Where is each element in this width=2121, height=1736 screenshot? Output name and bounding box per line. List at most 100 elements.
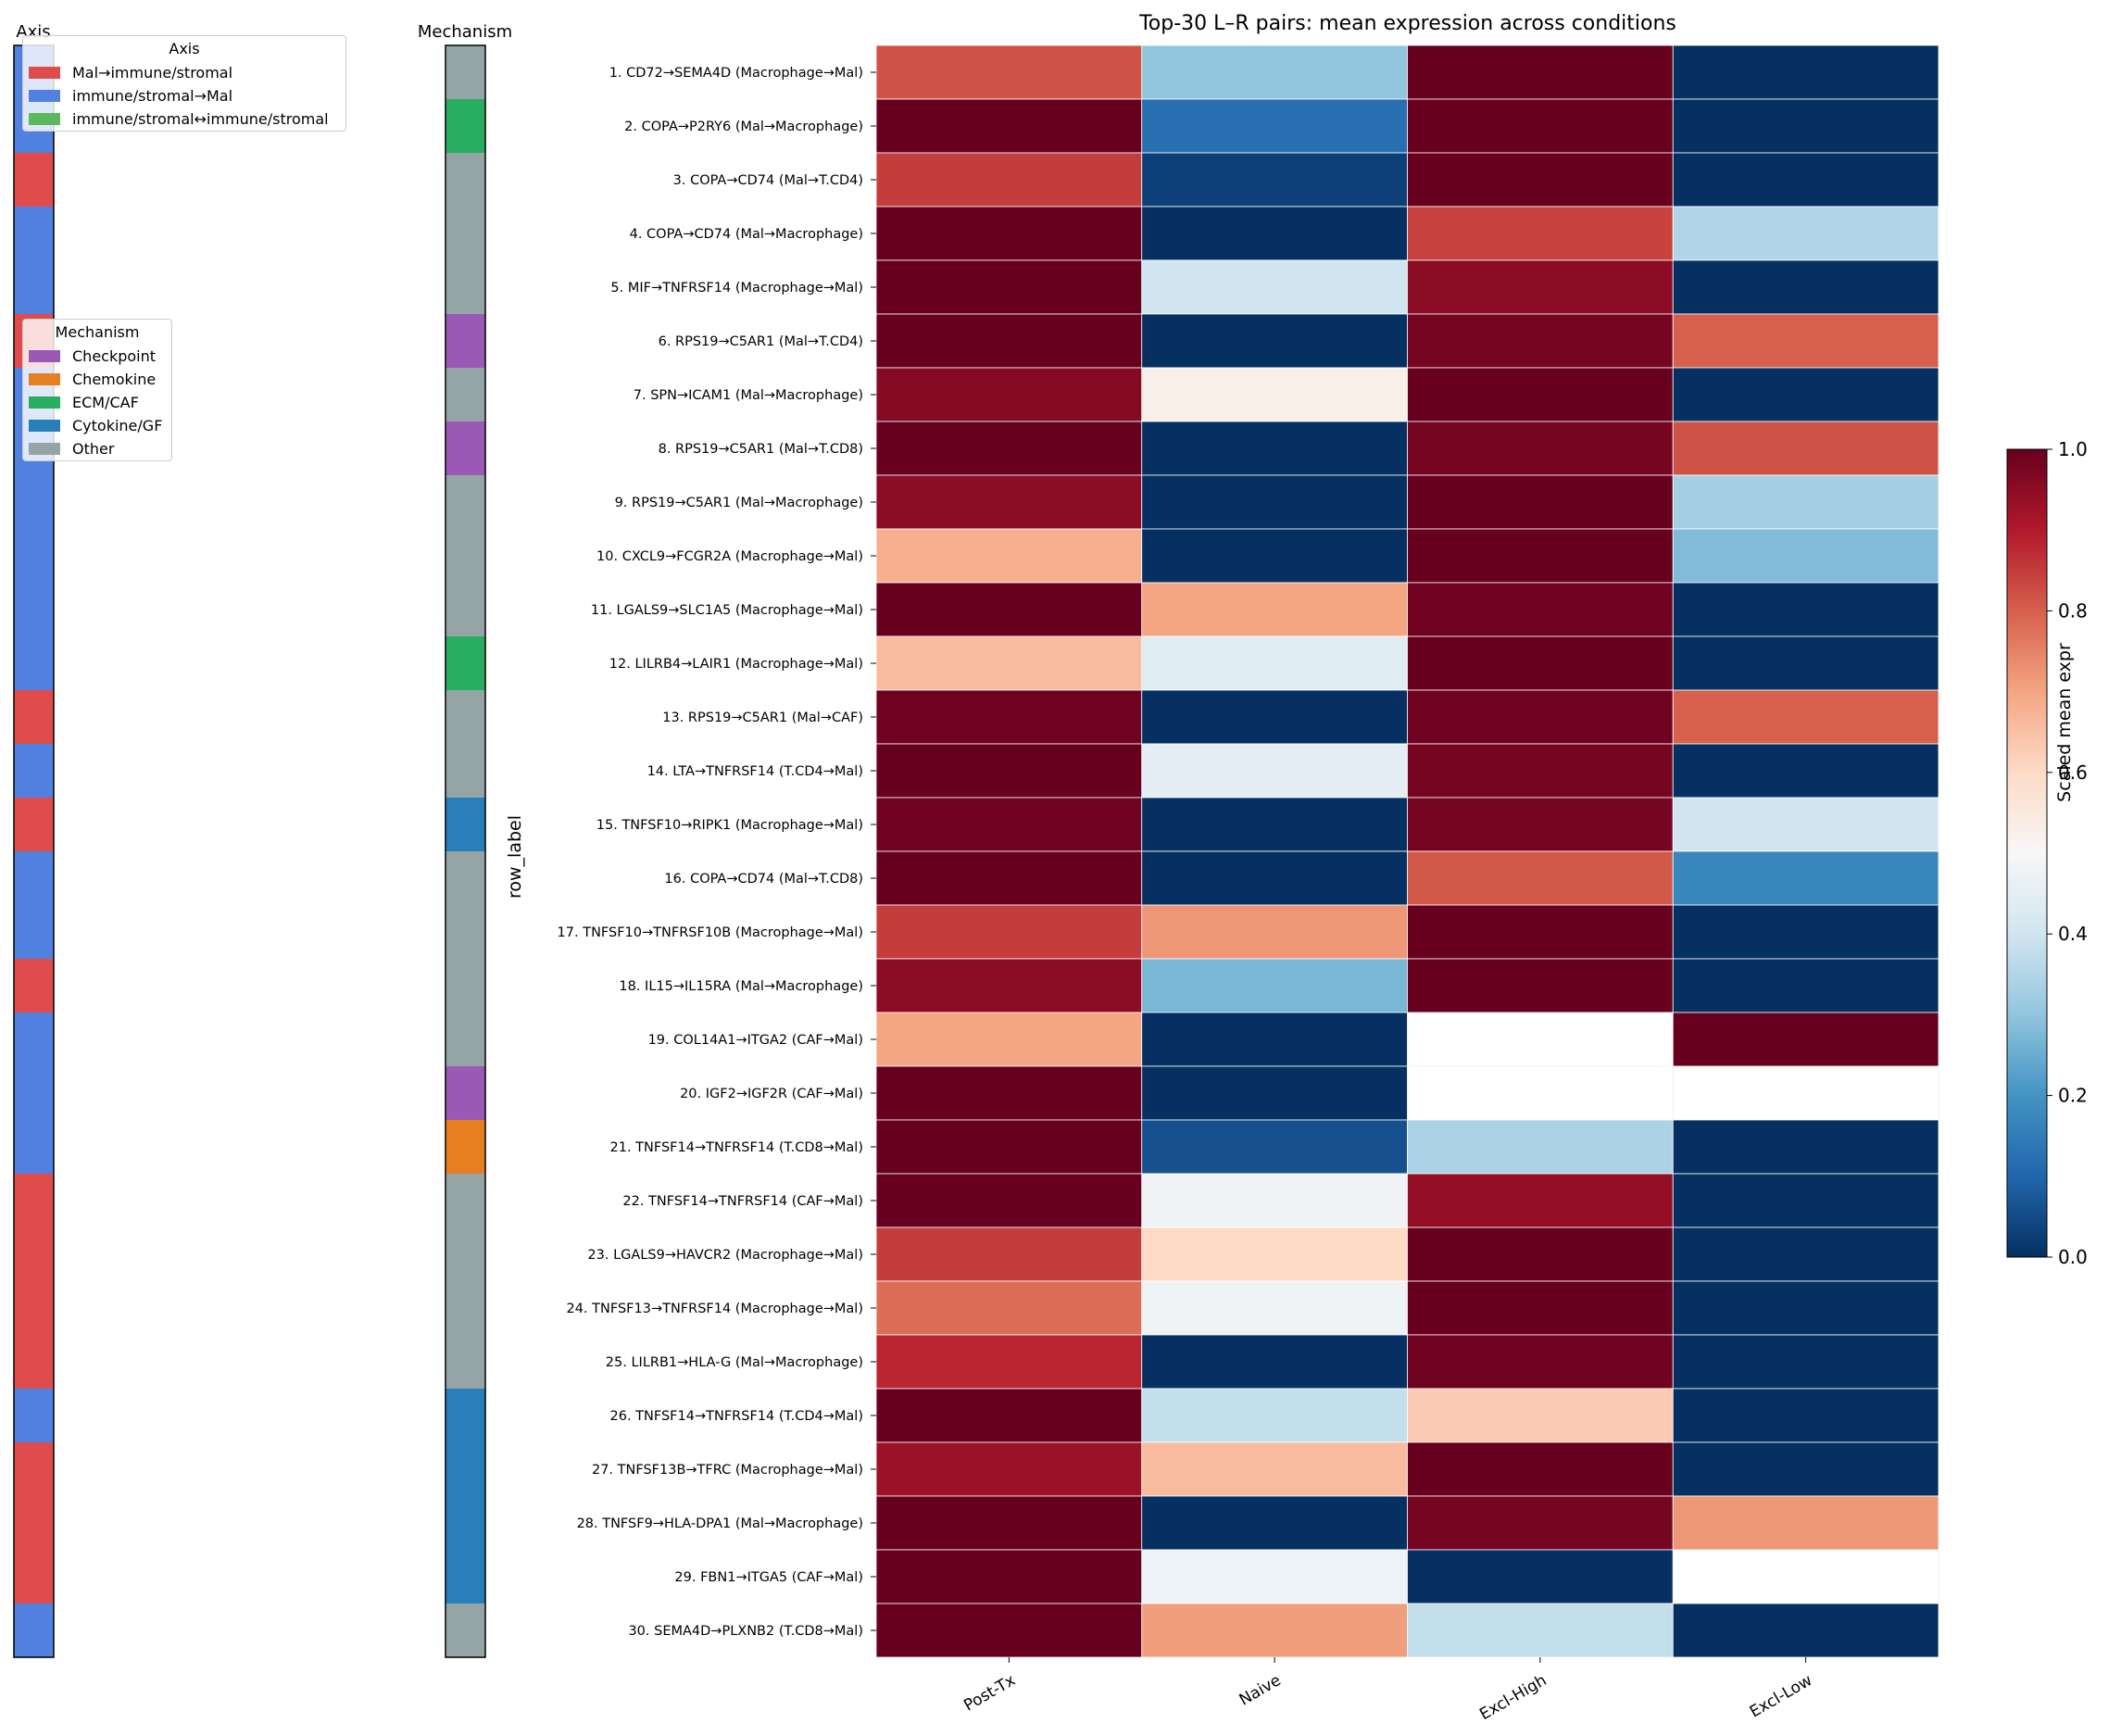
heatmap-cell	[1407, 367, 1674, 422]
heatmap-cell	[875, 1388, 1143, 1443]
heatmap-cell	[1672, 1441, 1939, 1497]
mechanism-legend: Mechanism Checkpoint Chemokine ECM/CAF Cyto…	[22, 319, 172, 461]
heatmap-cell	[1407, 152, 1674, 208]
legend-swatch	[29, 113, 60, 125]
heatmap-cell	[875, 635, 1143, 691]
column-labels: Post-Tx Naive Excl-High Excl-Low	[960, 1657, 1815, 1724]
strip-cell	[14, 798, 54, 852]
heatmap-cell	[1141, 1280, 1408, 1336]
heatmap-cell	[1141, 313, 1408, 369]
heatmap-cell	[1407, 1441, 1674, 1497]
heatmap-cell	[1407, 635, 1674, 691]
heatmap-cell	[1672, 1495, 1939, 1551]
strip-cell	[446, 314, 485, 369]
strip-cell	[14, 207, 54, 261]
heatmap-cell	[1407, 582, 1674, 637]
heatmap-cell	[875, 1119, 1143, 1175]
heatmap-cell	[1672, 958, 1939, 1013]
heatmap-cell	[1141, 259, 1408, 315]
heatmap-cell	[875, 1495, 1143, 1551]
heatmap-cell	[1672, 152, 1939, 208]
heatmap-cell	[1672, 474, 1939, 530]
heatmap-cell	[1407, 850, 1674, 906]
strip-cell	[14, 1496, 54, 1551]
heatmap-cell	[1672, 1549, 1939, 1604]
strip-cell	[446, 260, 485, 315]
colorbar-label: Scaled mean expr	[2054, 643, 2075, 802]
strip-cell	[446, 1066, 485, 1121]
heatmap-cell	[1141, 1012, 1408, 1067]
strip-cell	[446, 1550, 485, 1604]
strip-cell	[14, 851, 54, 906]
row-label: 1. CD72→SEMA4D (Macrophage→Mal)	[609, 66, 863, 81]
strip-cell	[446, 1335, 485, 1390]
legend-swatch	[29, 90, 60, 102]
strip-cell	[446, 583, 485, 637]
row-label: 18. IL15→IL15RA (Mal→Macrophage)	[619, 979, 863, 994]
heatmap-cell	[875, 1065, 1143, 1121]
heatmap-cell	[1141, 1173, 1408, 1228]
strip-cell	[446, 690, 485, 745]
heatmap-cell	[1407, 797, 1674, 852]
strip-cell	[446, 99, 485, 154]
legend-item: Other	[23, 437, 171, 460]
heatmap-cell	[875, 206, 1143, 261]
heatmap-cell	[875, 797, 1143, 852]
heatmap-cell	[1141, 1065, 1408, 1121]
heatmap-cell	[1672, 1603, 1939, 1658]
heatmap-cell	[1141, 1388, 1408, 1443]
heatmap-cell	[1672, 1388, 1939, 1443]
colorbar-tick-label: 0.4	[2058, 923, 2088, 945]
strip-cell	[14, 1442, 54, 1497]
row-label: 10. CXCL9→FCGR2A (Macrophage→Mal)	[596, 549, 863, 564]
heatmap-cell	[875, 367, 1143, 422]
heatmap-cell	[1672, 1065, 1939, 1121]
heatmap-cell	[1407, 1549, 1674, 1604]
row-label: 6. RPS19→C5AR1 (Mal→T.CD4)	[659, 334, 863, 349]
heatmap-cell	[1407, 1603, 1674, 1658]
heatmap-cell	[1407, 689, 1674, 745]
strip-cell	[14, 1013, 54, 1067]
row-label: 11. LGALS9→SLC1A5 (Macrophage→Mal)	[591, 603, 863, 618]
heatmap-cell	[1672, 635, 1939, 691]
heatmap-cell	[875, 1603, 1143, 1658]
strip-cell	[446, 207, 485, 261]
row-label: 27. TNFSF13B→TFRC (Macrophage→Mal)	[592, 1463, 863, 1478]
heatmap-cell	[1407, 474, 1674, 530]
strip-cell	[446, 421, 485, 476]
strip-cell	[14, 1066, 54, 1121]
heatmap-cell	[1407, 1227, 1674, 1282]
strip-cell	[446, 1496, 485, 1551]
heatmap-cell	[1141, 98, 1408, 154]
strip-cell	[446, 851, 485, 906]
heatmap-cell	[875, 1441, 1143, 1497]
heatmap-cell	[1141, 206, 1408, 261]
strip-cell	[446, 529, 485, 584]
strip-cell	[446, 636, 485, 691]
strip-cell	[446, 1442, 485, 1497]
strip-cell	[446, 1281, 485, 1336]
mechanism-legend-title: Mechanism	[55, 323, 140, 341]
heatmap-cell	[875, 474, 1143, 530]
heatmap-cell	[1407, 958, 1674, 1013]
heatmap-cell	[1141, 1227, 1408, 1282]
heatmap-cell	[1141, 474, 1408, 530]
strip-cell	[14, 636, 54, 691]
legend-item: Mal→immune/stromal	[23, 61, 345, 84]
colorbar-tick-label: 1.0	[2058, 438, 2088, 460]
legend-item: immune/stromal→Mal	[23, 84, 345, 107]
heatmap-cell	[875, 98, 1143, 154]
legend-label: Checkpoint	[72, 347, 157, 365]
legend-item: Chemokine	[23, 368, 171, 391]
heatmap-cell	[1407, 528, 1674, 584]
row-label: 17. TNFSF10→TNFRSF10B (Macrophage→Mal)	[558, 925, 863, 940]
heatmap-cell	[875, 528, 1143, 584]
heatmap-cell	[1672, 1173, 1939, 1228]
strip-cell	[446, 1389, 485, 1443]
heatmap-cell	[1407, 1012, 1674, 1067]
row-label: 9. RPS19→C5AR1 (Mal→Macrophage)	[615, 496, 863, 510]
heatmap-cell	[875, 1334, 1143, 1390]
colorbar-tick-label: 0.2	[2058, 1085, 2088, 1107]
column-label: Excl-High	[1476, 1671, 1550, 1724]
heatmap-cell	[1672, 367, 1939, 422]
